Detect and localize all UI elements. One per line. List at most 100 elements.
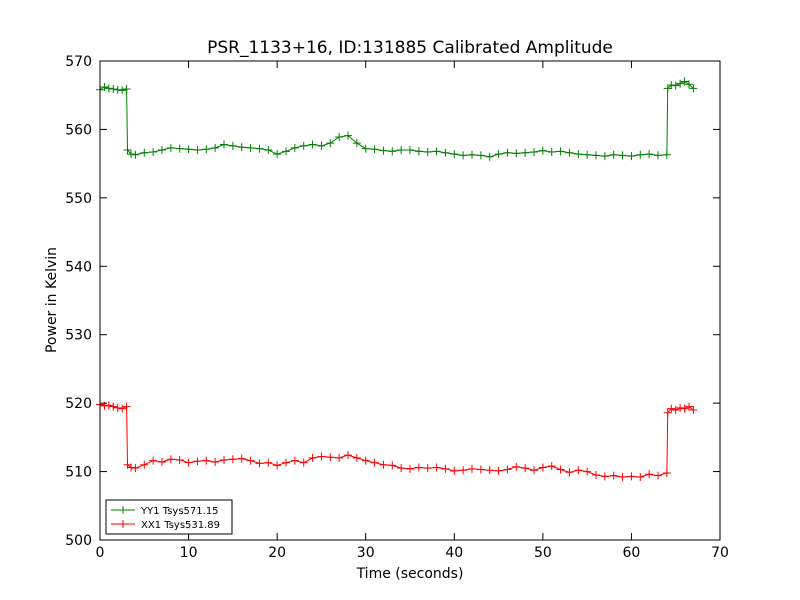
- data-point-marker: [361, 144, 370, 153]
- data-point-marker: [237, 454, 246, 463]
- data-point-marker: [592, 151, 600, 160]
- data-point-marker: [423, 148, 432, 157]
- y-tick-label: 520: [65, 396, 92, 412]
- data-point-marker: [565, 468, 574, 477]
- data-point-marker: [459, 151, 468, 160]
- data-point-marker: [663, 84, 672, 93]
- data-point-marker: [530, 148, 538, 157]
- data-point-marker: [131, 464, 140, 473]
- data-point-marker: [308, 140, 317, 149]
- data-point-marker: [521, 464, 530, 473]
- data-point-marker: [100, 83, 109, 92]
- data-point-marker: [397, 464, 406, 473]
- y-tick-label: 560: [65, 122, 92, 138]
- data-point-marker: [574, 466, 583, 475]
- data-point-marker: [140, 148, 149, 157]
- legend-label: XX1 Tsys531.89: [141, 520, 220, 531]
- data-point-marker: [485, 466, 494, 475]
- y-tick-label: 570: [65, 54, 92, 70]
- x-tick-label: 0: [96, 545, 105, 561]
- data-point-marker: [127, 463, 135, 472]
- data-point-marker: [326, 139, 335, 148]
- data-point-marker: [264, 145, 273, 154]
- data-point-marker: [654, 151, 662, 160]
- data-point-marker: [441, 464, 450, 473]
- y-tick-label: 500: [65, 533, 92, 549]
- data-point-marker: [494, 466, 503, 475]
- data-point-marker: [592, 470, 600, 479]
- data-point-marker: [671, 405, 680, 414]
- data-point-marker: [109, 402, 118, 411]
- data-point-marker: [503, 465, 512, 474]
- data-point-marker: [290, 143, 299, 152]
- data-point-marker: [468, 464, 476, 473]
- data-point-marker: [228, 141, 237, 150]
- data-point-marker: [352, 139, 361, 148]
- data-point-marker: [503, 148, 512, 157]
- data-point-marker: [361, 456, 370, 465]
- y-tick-label: 530: [65, 328, 92, 344]
- data-point-marker: [618, 151, 627, 160]
- data-point-marker: [264, 458, 273, 467]
- data-point-marker: [423, 464, 432, 473]
- data-point-marker: [175, 455, 184, 464]
- x-tick-label: 10: [180, 545, 198, 561]
- data-point-marker: [127, 150, 135, 159]
- data-point-marker: [220, 140, 228, 149]
- data-point-marker: [184, 458, 193, 467]
- data-point-marker: [326, 453, 335, 462]
- data-point-marker: [662, 468, 671, 477]
- data-point-marker: [158, 145, 166, 154]
- data-point-marker: [627, 472, 636, 481]
- series-1: [96, 400, 698, 482]
- data-point-marker: [158, 457, 166, 466]
- data-point-marker: [370, 145, 379, 154]
- x-tick-label: 40: [445, 545, 463, 561]
- x-axis-title: Time (seconds): [356, 566, 464, 582]
- data-point-marker: [220, 455, 228, 464]
- data-point-marker: [476, 465, 485, 474]
- data-point-marker: [627, 152, 636, 161]
- data-point-marker: [600, 472, 609, 481]
- data-point-marker: [202, 456, 211, 465]
- data-point-marker: [512, 462, 521, 471]
- data-point-marker: [397, 145, 406, 154]
- data-point-marker: [370, 458, 379, 467]
- data-point-marker: [680, 77, 689, 86]
- data-point-marker: [538, 146, 547, 155]
- series-0: [96, 77, 698, 161]
- data-point-marker: [414, 463, 423, 472]
- legend-marker: [119, 506, 127, 514]
- data-point-marker: [246, 456, 255, 465]
- data-point-marker: [459, 466, 468, 475]
- data-point-marker: [255, 144, 264, 153]
- x-tick-label: 70: [711, 545, 729, 561]
- data-point-marker: [308, 453, 317, 462]
- data-point-marker: [600, 152, 609, 161]
- x-axis: 0 10 20 30 40 50 60 70: [96, 61, 729, 561]
- y-tick-label: 540: [65, 259, 92, 275]
- data-point-marker: [175, 144, 184, 153]
- data-point-marker: [512, 149, 521, 158]
- data-point-marker: [317, 141, 326, 150]
- data-point-marker: [530, 466, 538, 475]
- data-point-marker: [109, 85, 118, 94]
- data-point-marker: [468, 150, 476, 159]
- data-point-marker: [685, 80, 693, 89]
- data-point-marker: [494, 150, 503, 159]
- x-tick-label: 60: [623, 545, 641, 561]
- data-point-marker: [636, 473, 645, 482]
- data-point-marker: [122, 85, 131, 94]
- data-point-marker: [299, 141, 308, 150]
- data-point-marker: [237, 143, 246, 152]
- data-point-marker: [113, 403, 122, 412]
- data-point-marker: [255, 459, 264, 468]
- data-point-marker: [166, 455, 175, 464]
- data-point-marker: [246, 143, 255, 152]
- data-point-marker: [521, 148, 530, 157]
- data-point-marker: [335, 132, 344, 141]
- data-point-marker: [352, 453, 361, 462]
- data-point-marker: [450, 466, 459, 475]
- data-point-marker: [388, 147, 397, 156]
- data-point-marker: [663, 408, 672, 417]
